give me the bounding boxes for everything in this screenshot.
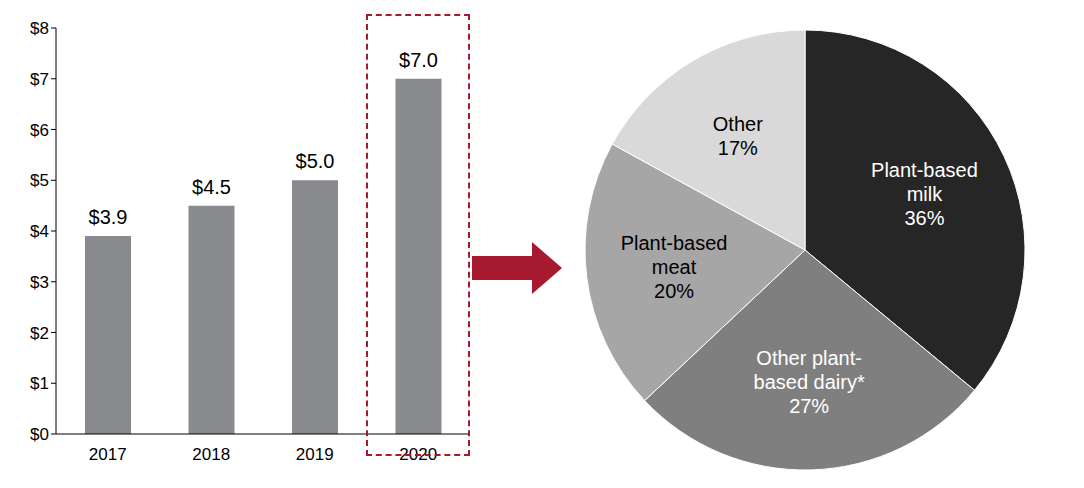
svg-text:$5: $5: [30, 171, 49, 190]
svg-text:$0: $0: [30, 425, 49, 444]
svg-text:$5.0: $5.0: [296, 150, 335, 172]
svg-text:$2: $2: [30, 324, 49, 343]
svg-text:Plant-basedmilk36%: Plant-basedmilk36%: [871, 159, 978, 229]
svg-text:$4.5: $4.5: [192, 176, 231, 198]
svg-text:Other17%: Other17%: [713, 113, 763, 159]
svg-text:2018: 2018: [192, 445, 230, 464]
svg-text:$3.9: $3.9: [89, 206, 128, 228]
svg-text:$6: $6: [30, 121, 49, 140]
svg-text:Plant-basedmeat20%: Plant-basedmeat20%: [621, 232, 728, 302]
svg-text:$7.0: $7.0: [399, 49, 438, 71]
svg-text:$1: $1: [30, 374, 49, 393]
svg-text:$7: $7: [30, 70, 49, 89]
svg-text:2019: 2019: [296, 445, 334, 464]
svg-text:2020: 2020: [399, 445, 438, 465]
svg-text:$3: $3: [30, 273, 49, 292]
svg-text:$4: $4: [30, 222, 49, 241]
svg-text:2017: 2017: [89, 445, 127, 464]
svg-text:Other plant-based dairy*27%: Other plant-based dairy*27%: [754, 347, 865, 417]
svg-text:$8: $8: [30, 19, 49, 38]
